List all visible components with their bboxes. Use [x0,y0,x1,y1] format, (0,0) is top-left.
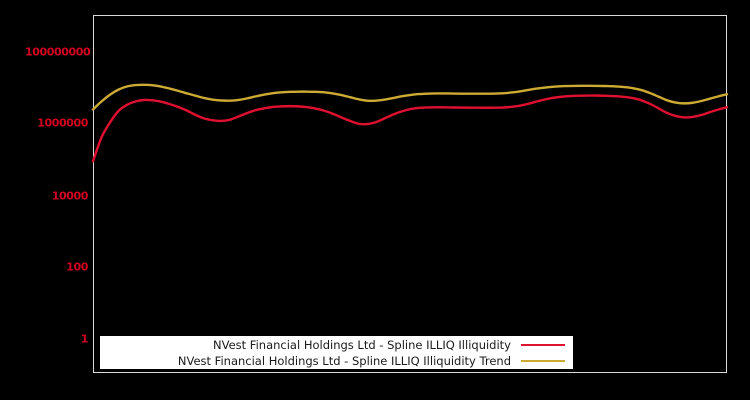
series-layer [91,83,729,163]
y-axis-tick-label-10000: 10000 [51,189,89,203]
y-axis-tick-label-100000000: 100000000 [25,45,91,59]
plot-frame-border [93,15,727,373]
chart-legend: NVest Financial Holdings Ltd - Spline IL… [100,336,573,369]
y-axis-tick-label-1: 1 [80,332,89,346]
legend-item-illiquidity: NVest Financial Holdings Ltd - Spline IL… [100,337,573,353]
legend-label-illiquidity-trend: NVest Financial Holdings Ltd - Spline IL… [177,354,511,368]
series-line-illiquidity [91,94,729,163]
series-line-illiquidity-trend [91,83,729,111]
y-axis-tick-label-1000000: 1000000 [37,116,88,130]
legend-swatch-illiquidity-trend [521,360,565,362]
legend-item-illiquidity-trend: NVest Financial Holdings Ltd - Spline IL… [100,353,573,369]
y-axis-tick-label-100: 100 [66,260,88,274]
legend-swatch-illiquidity [521,344,565,346]
legend-label-illiquidity: NVest Financial Holdings Ltd - Spline IL… [213,338,511,352]
